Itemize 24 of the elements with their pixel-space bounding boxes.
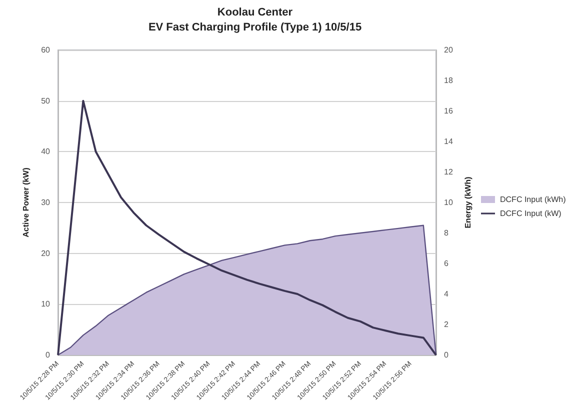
y2-tick-label: 0 (444, 350, 449, 360)
y-tick-label: 20 (41, 248, 51, 258)
y-tick-label: 30 (41, 198, 51, 207)
chart-subtitle: EV Fast Charging Profile (Type 1) 10/5/15 (148, 22, 362, 34)
y-tick-label: 10 (41, 300, 51, 309)
y2-tick-label: 4 (444, 290, 449, 298)
chart-title: Koolau Center (217, 6, 294, 18)
y-axis-title: Active Power (kW) (22, 167, 31, 238)
y2-tick-label: 16 (444, 106, 454, 116)
y2-tick-label: 14 (444, 137, 454, 146)
y-tick-label: 40 (41, 147, 51, 156)
legend-label: DCFC Input (kWh) (500, 195, 566, 204)
y2-tick-label: 8 (444, 228, 449, 238)
legend-label: DCFC Input (kW) (500, 209, 562, 218)
y-tick-label: 60 (41, 46, 51, 54)
y2-tick-label: 20 (444, 46, 454, 54)
y2-tick-label: 2 (444, 320, 449, 329)
y2-tick-label: 6 (444, 259, 449, 268)
y2-axis-title: Energy (kWh) (463, 176, 472, 228)
y-tick-label: 0 (46, 350, 51, 360)
y2-tick-label: 10 (444, 198, 454, 207)
y-tick-label: 50 (41, 96, 51, 106)
y2-tick-label: 18 (444, 76, 454, 85)
y2-tick-label: 12 (444, 168, 454, 176)
